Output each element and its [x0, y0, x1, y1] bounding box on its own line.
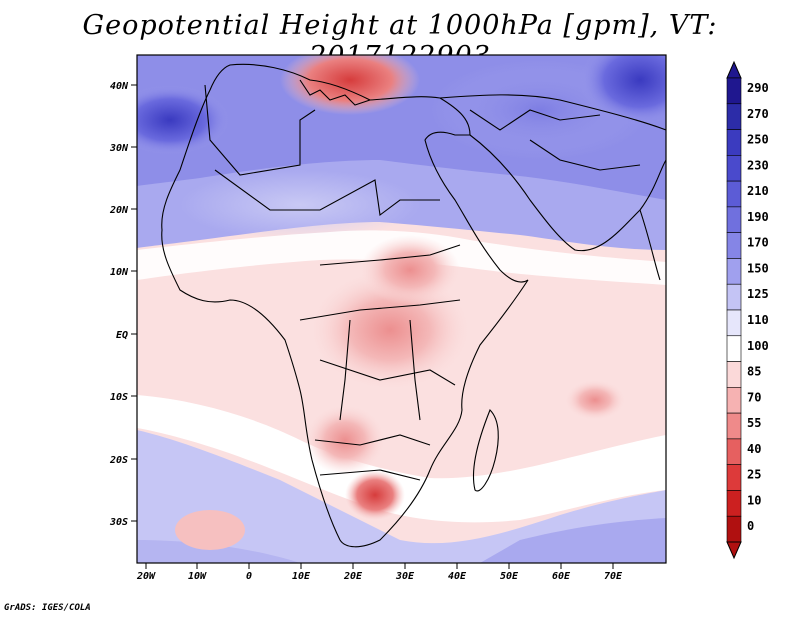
- lon-label-0: 0: [246, 571, 252, 582]
- colorbar-label: 85: [747, 365, 761, 379]
- lat-label-20s: 20S: [109, 455, 128, 466]
- colorbar-swatch: [726, 155, 742, 182]
- lat-label-30n: 30N: [109, 143, 129, 154]
- colorbar-swatch: [726, 103, 742, 130]
- colorbar-swatch: [726, 309, 742, 337]
- colorbar-label: 0: [747, 519, 754, 533]
- lat-label-10n: 10N: [110, 267, 129, 278]
- lon-label-50e: 50E: [500, 571, 519, 582]
- colorbar-swatch: [726, 515, 742, 543]
- lon-label-10e: 10E: [292, 571, 311, 582]
- colorbar-swatch: [726, 490, 742, 517]
- lat-label-10s: 10S: [110, 392, 128, 403]
- colorbar-label: 100: [747, 339, 769, 353]
- lon-label-30e: 30E: [395, 571, 415, 582]
- longitude-axis: 20W 10W 0 10E 20E 30E 40E 50E 60E 70E: [136, 563, 623, 582]
- colorbar-swatch: [726, 129, 742, 156]
- colorbar-swatch: [726, 335, 742, 362]
- colorbar-label: 210: [747, 184, 769, 198]
- colorbar-swatch: [726, 232, 742, 259]
- colorbar-swatch: [726, 361, 742, 388]
- colorbar-swatch: [726, 206, 742, 233]
- lon-label-20e: 20E: [343, 571, 363, 582]
- credit-text: GrADS: IGES/COLA: [4, 603, 91, 613]
- colorbar-label: 150: [747, 261, 769, 275]
- colorbar-label: 230: [747, 158, 769, 172]
- colorbar-swatch: [726, 283, 742, 311]
- height-field: [137, 55, 666, 563]
- map-frame: [136, 54, 667, 564]
- lon-label-20w: 20W: [136, 571, 156, 582]
- colorbar-swatch: [726, 180, 742, 208]
- colorbar-label: 290: [747, 81, 769, 95]
- colorbar-label: 110: [747, 313, 769, 327]
- colorbar-arrow-top: [726, 60, 742, 79]
- lon-label-60e: 60E: [552, 571, 571, 582]
- lon-label-40e: 40E: [448, 571, 467, 582]
- lat-label-20n: 20N: [109, 205, 129, 216]
- lat-label-40n: 40N: [110, 81, 129, 92]
- lat-label-eq: EQ: [116, 330, 128, 341]
- colorbar-label: 190: [747, 210, 769, 224]
- colorbar-label: 170: [747, 236, 769, 250]
- latitude-axis: 40N 30N 20N 10N EQ 10S 20S 30S: [109, 81, 137, 528]
- colorbar-swatch: [726, 77, 742, 105]
- colorbar-swatch: [726, 464, 742, 491]
- colorbar-swatch: [726, 412, 742, 440]
- colorbar-swatch: [726, 438, 742, 465]
- coastlines: [161, 63, 666, 548]
- colorbar-swatch: [726, 387, 742, 414]
- colorbar-label: 10: [747, 493, 761, 507]
- colorbar-label: 250: [747, 133, 769, 147]
- lat-label-30s: 30S: [109, 517, 128, 528]
- lon-label-10w: 10W: [188, 571, 207, 582]
- lon-label-70e: 70E: [604, 571, 623, 582]
- colorbar-arrow-bottom: [726, 541, 742, 560]
- colorbar: 2902702502302101901701501251101008570554…: [726, 60, 769, 560]
- colorbar-label: 125: [747, 287, 769, 301]
- colorbar-label: 270: [747, 107, 769, 121]
- colorbar-label: 55: [747, 416, 761, 430]
- colorbar-label: 70: [747, 390, 761, 404]
- colorbar-label: 40: [747, 442, 761, 456]
- colorbar-label: 25: [747, 468, 761, 482]
- colorbar-swatch: [726, 258, 742, 285]
